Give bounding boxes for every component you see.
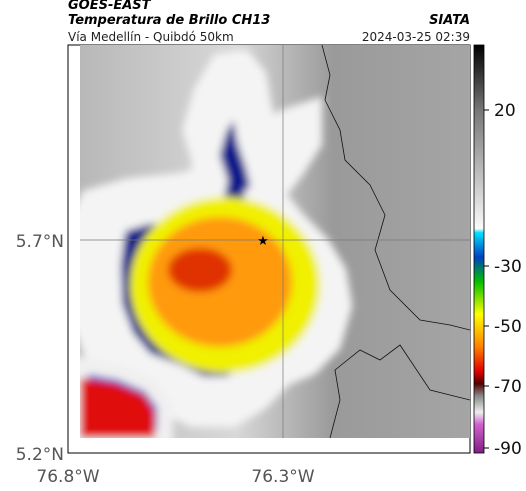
lon-label: 76.3°W — [251, 467, 314, 487]
cb-label: -50 — [494, 317, 522, 337]
source: SIATA — [429, 13, 470, 28]
sw-core — [80, 378, 155, 438]
datetime: 2024-03-25 02:39 — [362, 30, 470, 44]
satellite: GOES-EAST — [68, 0, 152, 13]
product: Temperatura de Brillo CH13 — [68, 13, 270, 28]
border-lines — [321, 45, 470, 438]
cb-label: 20 — [494, 101, 516, 121]
cb-label: -90 — [494, 439, 522, 459]
lon-label: 76.8°W — [36, 467, 99, 487]
cloud — [80, 49, 353, 438]
satellite-image: ★ — [80, 45, 470, 438]
location: Vía Medellín - Quibdó 50km — [68, 30, 234, 44]
lat-label: 5.2°N — [16, 445, 64, 465]
cb-label: -70 — [494, 377, 522, 397]
city-marker: ★ — [257, 234, 269, 249]
colorbar-ticks — [484, 109, 489, 449]
red-core — [168, 248, 232, 292]
colorbar — [473, 44, 485, 454]
cb-label: -30 — [494, 257, 522, 277]
lat-label: 5.7°N — [16, 232, 64, 252]
